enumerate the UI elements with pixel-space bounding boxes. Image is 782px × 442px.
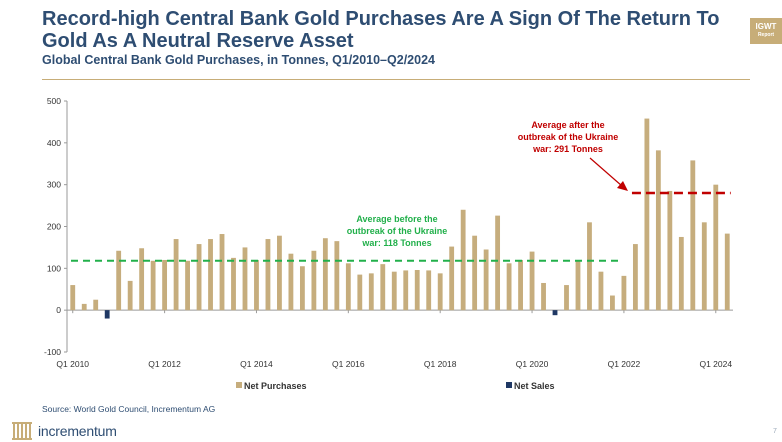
bar-net-purchases: [139, 248, 145, 311]
bar-net-purchases: [311, 250, 317, 311]
bar-net-purchases: [621, 275, 627, 311]
bar-net-purchases: [231, 257, 236, 311]
bar-net-purchases: [368, 273, 374, 311]
bar-net-purchases: [173, 239, 179, 311]
bar-net-purchases: [541, 282, 546, 311]
bar-net-purchases: [127, 280, 133, 311]
badge-line2: Report: [757, 32, 775, 38]
annotation-after-war: outbreak of the Ukraine: [518, 132, 619, 142]
legend-label: Net Sales: [514, 381, 555, 391]
bar-net-purchases: [403, 270, 409, 311]
bar-net-purchases: [93, 299, 99, 311]
y-tick-label: 200: [47, 222, 61, 232]
bar-net-purchases: [506, 263, 512, 311]
annotation-before-war: Average before the: [356, 214, 437, 224]
bar-net-purchases: [380, 264, 386, 311]
bar-net-purchases: [655, 150, 661, 311]
legend-swatch: [506, 382, 512, 388]
bar-net-sales: [552, 310, 558, 316]
bar-net-purchases: [690, 160, 696, 311]
bar-net-purchases: [483, 249, 489, 311]
bar-net-purchases: [345, 263, 351, 311]
legend-label: Net Purchases: [244, 381, 307, 391]
incrementum-logo: incrementum: [12, 421, 117, 441]
x-tick-label: Q1 2018: [424, 359, 457, 369]
bar-net-purchases: [357, 274, 363, 311]
page-number: 7: [773, 428, 777, 435]
annotation-before-war: outbreak of the Ukraine: [347, 226, 448, 236]
bar-net-purchases: [242, 247, 248, 311]
bar-net-purchases: [518, 259, 523, 311]
y-tick-label: -100: [44, 347, 61, 357]
x-tick-label: Q1 2024: [699, 359, 732, 369]
bar-net-sales: [104, 310, 110, 319]
y-tick-label: 100: [47, 263, 61, 273]
annotation-before-war: war: 118 Tonnes: [361, 238, 431, 248]
bar-net-purchases: [277, 235, 282, 311]
bar-net-purchases: [587, 222, 592, 311]
bar-net-purchases: [598, 271, 604, 311]
gold-purchases-chart: -100 0 100 200 300 400 500 Q1 2010 Q1 2012 Q1 201…: [44, 96, 733, 391]
bar-net-purchases: [414, 270, 420, 311]
badge-line1: IGWT: [755, 22, 777, 31]
bar-net-purchases: [564, 285, 569, 311]
bar-net-purchases: [208, 239, 213, 311]
bar-net-purchases: [667, 190, 673, 311]
bar-net-purchases: [254, 259, 259, 311]
annotation-after-war: Average after the: [531, 120, 604, 130]
bar-net-purchases: [70, 285, 76, 311]
chart-subtitle: Global Central Bank Gold Purchases, in T…: [42, 53, 435, 67]
bar-net-purchases: [426, 270, 432, 311]
bar-net-purchases: [185, 260, 190, 311]
bar-net-purchases: [81, 303, 87, 311]
x-tick-label: Q1 2016: [332, 359, 365, 369]
bar-net-purchases: [322, 238, 328, 311]
bar-net-purchases: [724, 233, 730, 311]
bar-net-purchases: [334, 241, 340, 311]
bar-net-purchases: [575, 261, 581, 311]
incrementum-logo-icon: [12, 422, 32, 440]
bar-net-purchases: [116, 250, 122, 311]
annotation-after-war: war: 291 Tonnes: [532, 144, 603, 154]
legend-swatch: [236, 382, 242, 388]
annotation-arrowhead: [617, 181, 628, 191]
annotation-arrow-line: [589, 157, 623, 187]
x-tick-label: Q1 2020: [516, 359, 549, 369]
bar-net-purchases: [495, 215, 501, 311]
y-tick-label: 400: [47, 138, 61, 148]
bar-net-purchases: [610, 295, 615, 311]
igwt-report-badge: IGWT Report: [750, 18, 782, 44]
logo-wordmark: incrementum: [38, 423, 117, 439]
bar-net-purchases: [701, 222, 707, 311]
bar-net-purchases: [391, 271, 397, 311]
bar-net-purchases: [196, 244, 202, 311]
bar-net-purchases: [288, 253, 294, 311]
y-tick-label: 500: [47, 96, 61, 106]
bar-net-purchases: [472, 235, 478, 311]
bar-net-purchases: [644, 118, 650, 311]
chart-title: Record-high Central Bank Gold Purchases …: [42, 8, 720, 52]
source-note: Source: World Gold Council, Incrementum …: [42, 404, 216, 414]
x-tick-label: Q1 2014: [240, 359, 273, 369]
x-tick-label: Q1 2012: [148, 359, 181, 369]
bar-net-purchases: [632, 244, 638, 311]
bar-net-purchases: [449, 246, 455, 311]
bar-net-purchases: [529, 251, 535, 311]
bar-net-purchases: [299, 266, 305, 311]
y-tick-label: 300: [47, 180, 61, 190]
bar-net-purchases: [678, 236, 684, 311]
bar-net-purchases: [150, 260, 156, 311]
bar-net-purchases: [265, 239, 271, 311]
bar-net-purchases: [219, 234, 225, 311]
x-tick-label: Q1 2010: [56, 359, 89, 369]
header-divider: [42, 79, 750, 80]
bar-net-purchases: [437, 273, 443, 311]
x-tick-label: Q1 2022: [608, 359, 641, 369]
bar-net-purchases: [713, 184, 719, 311]
y-tick-label: 0: [56, 305, 61, 315]
bar-net-purchases: [460, 209, 466, 311]
bar-net-purchases: [162, 259, 168, 311]
